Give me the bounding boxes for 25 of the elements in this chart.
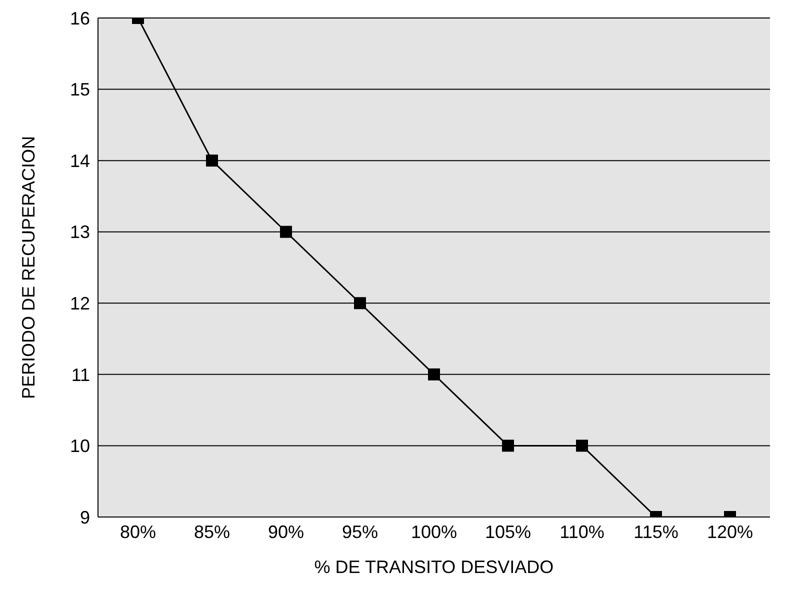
x-tick-label: 110%	[560, 522, 604, 542]
y-tick-label: 15	[70, 80, 90, 100]
y-axis-title: PERIODO DE RECUPERACION	[18, 136, 38, 400]
y-tick-label: 10	[70, 436, 90, 456]
x-tick-label: 105%	[484, 522, 532, 542]
y-tick-label: 11	[71, 364, 90, 385]
x-tick-label: 95%	[342, 522, 378, 542]
x-tick-label: 120%	[706, 522, 754, 542]
y-tick-label: 13	[70, 222, 90, 242]
x-tick-label: 100%	[410, 522, 458, 542]
point	[206, 154, 218, 167]
y-tick-label: 16	[70, 8, 90, 28]
x-axis-title: % DE TRANSITO DESVIADO	[314, 557, 554, 577]
x-tick-label: 90%	[268, 522, 304, 542]
point	[428, 368, 440, 380]
y-tick-label: 14	[70, 150, 90, 171]
x-tick-label: 80%	[120, 522, 156, 542]
x-tick-label: 85%	[194, 522, 230, 542]
point	[354, 297, 366, 310]
point	[280, 226, 292, 238]
y-tick-label: 9	[80, 507, 90, 528]
point	[502, 440, 514, 452]
x-tick-label: 115%	[634, 522, 678, 542]
point	[576, 440, 588, 452]
y-tick-label: 12	[70, 294, 90, 314]
